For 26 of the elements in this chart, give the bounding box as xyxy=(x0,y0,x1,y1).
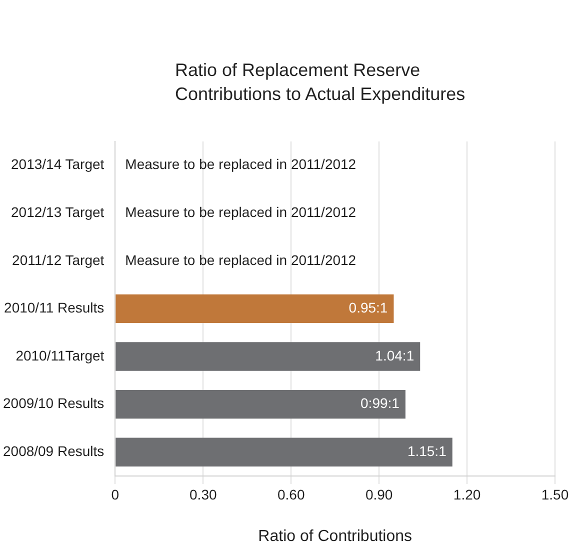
data-label: 1.04:1 xyxy=(375,347,414,364)
data-label: 0.95:1 xyxy=(348,300,388,316)
x-tick-label: 0.90 xyxy=(365,486,393,502)
bar xyxy=(116,438,452,466)
x-tick-label: 0.30 xyxy=(190,486,217,502)
y-tick-label: 2013/14 Target xyxy=(11,156,104,172)
y-tick-label: 2010/11Target xyxy=(16,347,104,364)
y-tick-label: 2008/09 Results xyxy=(2,442,104,459)
x-tick-label: 1.20 xyxy=(453,486,481,502)
y-tick-label: 2010/11 Results xyxy=(4,300,104,316)
y-tick-label: 2011/12 Target xyxy=(12,252,104,268)
chart-title: Ratio of Replacement Reserve Contributions to Actual Expenditures xyxy=(175,59,466,106)
bar xyxy=(116,390,406,419)
x-axis-title: Ratio of Contributions xyxy=(258,528,412,545)
text: Measure to be replaced in 2011/2012 xyxy=(125,156,356,172)
y-tick-label: 2009/10 Results xyxy=(2,395,104,412)
x-tick-label: 1.50 xyxy=(541,486,569,502)
bar xyxy=(116,342,420,371)
x-tick-label: 0.60 xyxy=(277,486,305,502)
x-tick-label: 0 xyxy=(111,486,120,502)
text: Measure to be replaced in 2011/2012 xyxy=(125,204,356,220)
data-label: 0:99:1 xyxy=(360,395,400,412)
text: Measure to be replaced in 2011/2012 xyxy=(125,252,356,268)
bar xyxy=(116,294,394,324)
data-label: 1.15:1 xyxy=(407,442,447,459)
y-tick-label: 2012/13 Target xyxy=(11,204,104,220)
